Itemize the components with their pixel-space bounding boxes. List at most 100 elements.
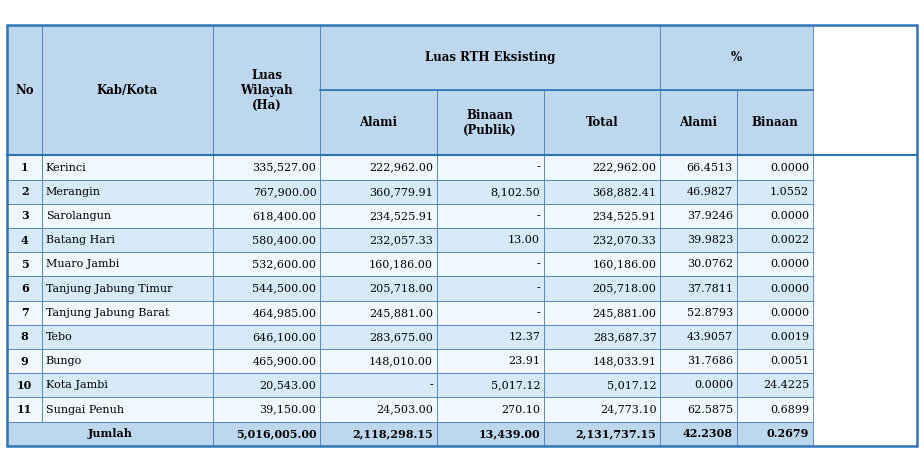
Bar [736,422,813,446]
Bar [320,252,436,276]
Text: Alami: Alami [679,116,717,129]
Text: Bungo: Bungo [45,356,82,366]
Bar [544,349,661,373]
Text: 12.37: 12.37 [508,332,541,342]
Bar [544,180,661,204]
Text: Alami: Alami [359,116,397,129]
Text: 1.0552: 1.0552 [770,187,809,197]
Text: Binaan: Binaan [751,116,798,129]
Text: Merangin: Merangin [45,187,101,197]
Bar [736,252,813,276]
Bar [544,422,661,446]
Bar [436,349,544,373]
Text: 0.0000: 0.0000 [770,284,809,294]
Bar [213,228,320,252]
Bar [7,276,42,301]
Bar [7,373,42,397]
Text: 532,600.00: 532,600.00 [252,259,316,269]
Bar [544,397,661,422]
Bar [42,25,213,155]
Bar [213,276,320,301]
Text: 10: 10 [17,380,32,391]
Bar [736,155,813,180]
Text: -: - [537,163,541,173]
Text: 234,525.91: 234,525.91 [369,211,432,221]
Bar [42,180,213,204]
Bar [736,180,813,204]
Text: Tanjung Jabung Timur: Tanjung Jabung Timur [45,284,172,294]
Text: 335,527.00: 335,527.00 [252,163,316,173]
Bar [42,252,213,276]
Text: 23.91: 23.91 [508,356,541,366]
Text: 464,985.00: 464,985.00 [252,308,316,318]
Bar [661,228,736,252]
Bar [544,204,661,228]
Bar [661,276,736,301]
Bar [7,155,42,180]
Bar [436,422,544,446]
Bar [320,301,436,325]
Bar [42,301,213,325]
Bar [436,397,544,422]
Bar [661,25,813,90]
Text: 8,102.50: 8,102.50 [491,187,541,197]
Bar [544,301,661,325]
Text: 6: 6 [21,283,29,294]
Bar [320,349,436,373]
Text: Sarolangun: Sarolangun [45,211,111,221]
Bar [42,349,213,373]
Bar [7,325,42,349]
Bar [7,180,42,204]
Bar [42,373,213,397]
Bar [661,325,736,349]
Text: 0.2679: 0.2679 [767,428,809,439]
Bar [544,276,661,301]
Text: Total: Total [586,116,618,129]
Bar [736,397,813,422]
Text: 234,525.91: 234,525.91 [592,211,657,221]
Text: 0.0000: 0.0000 [770,308,809,318]
Bar [42,276,213,301]
Text: 368,882.41: 368,882.41 [592,187,657,197]
Bar [436,373,544,397]
Bar [436,204,544,228]
Bar [736,90,813,155]
Text: Luas RTH Eksisting: Luas RTH Eksisting [425,51,555,64]
Bar [320,228,436,252]
Bar [213,25,320,155]
Text: 2,118,298.15: 2,118,298.15 [352,428,432,439]
Text: -: - [537,259,541,269]
Bar [661,349,736,373]
Bar [7,349,42,373]
Bar [736,349,813,373]
Bar [544,252,661,276]
Text: -: - [537,284,541,294]
Bar [661,204,736,228]
Text: Luas
Wilayah
(Ha): Luas Wilayah (Ha) [240,69,293,112]
Text: No: No [16,84,34,97]
Bar [436,228,544,252]
Text: 148,033.91: 148,033.91 [592,356,657,366]
Text: 24,503.00: 24,503.00 [376,405,432,415]
Bar [320,180,436,204]
Bar [661,155,736,180]
Bar [213,155,320,180]
Text: 24.4225: 24.4225 [763,380,809,390]
Text: -: - [429,380,432,390]
Bar [7,397,42,422]
Text: 39,150.00: 39,150.00 [260,405,316,415]
Text: 5: 5 [21,259,29,270]
Text: 7: 7 [21,307,29,318]
Text: 544,500.00: 544,500.00 [252,284,316,294]
Text: 646,100.00: 646,100.00 [252,332,316,342]
Bar [736,228,813,252]
Text: Kerinci: Kerinci [45,163,86,173]
Text: 0.0000: 0.0000 [770,163,809,173]
Text: 46.9827: 46.9827 [687,187,733,197]
Bar [213,204,320,228]
Text: 31.7686: 31.7686 [687,356,733,366]
Text: 245,881.00: 245,881.00 [369,308,432,318]
Bar [661,422,736,446]
Bar [213,373,320,397]
Bar [436,252,544,276]
